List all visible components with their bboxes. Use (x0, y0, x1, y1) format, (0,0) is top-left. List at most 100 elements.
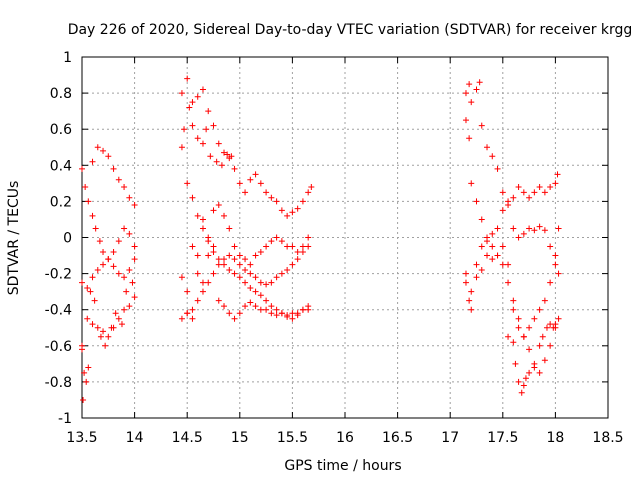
data-point (189, 122, 196, 129)
data-point (489, 256, 496, 263)
data-point (512, 360, 519, 367)
data-point (85, 364, 92, 371)
data-point (121, 274, 128, 281)
data-point (224, 151, 231, 158)
data-point (515, 183, 522, 190)
data-point (115, 315, 122, 322)
data-point (102, 342, 109, 349)
data-point (555, 225, 562, 232)
data-point (466, 81, 473, 88)
data-point (105, 153, 112, 160)
data-point (305, 243, 312, 250)
data-point (520, 333, 527, 340)
data-point (85, 198, 92, 205)
data-point (247, 261, 254, 268)
data-point (194, 135, 201, 142)
y-tick-label: -0.8 (45, 375, 72, 391)
data-point (89, 274, 96, 281)
data-point (96, 238, 103, 245)
data-point (131, 256, 138, 263)
y-axis-label: SDTVAR / TECUs (6, 181, 22, 296)
data-point (484, 144, 491, 151)
data-point (215, 261, 222, 268)
data-point (526, 194, 533, 201)
data-point (510, 194, 517, 201)
data-point (203, 126, 210, 133)
data-point (499, 207, 506, 214)
data-point (531, 189, 538, 196)
data-point (484, 252, 491, 259)
data-point (215, 297, 222, 304)
data-point (462, 90, 469, 97)
data-point (242, 303, 249, 310)
data-point (462, 117, 469, 124)
data-point (184, 288, 191, 295)
data-point (97, 333, 104, 340)
data-point (210, 243, 217, 250)
data-point (273, 234, 280, 241)
data-point (242, 189, 249, 196)
data-point (263, 189, 270, 196)
data-point (510, 306, 517, 313)
data-point (268, 194, 275, 201)
data-point (126, 266, 133, 273)
data-point (308, 183, 315, 190)
data-point (126, 230, 133, 237)
data-point (84, 315, 91, 322)
data-point (478, 122, 485, 129)
data-point (94, 144, 101, 151)
data-point (84, 285, 91, 292)
data-point (289, 310, 296, 317)
data-point (252, 288, 259, 295)
data-point (194, 93, 201, 100)
data-point (205, 108, 212, 115)
data-point (181, 126, 188, 133)
data-point (522, 375, 529, 382)
data-point (305, 234, 312, 241)
data-point (510, 297, 517, 304)
data-point (221, 261, 228, 268)
data-point (294, 312, 301, 319)
data-point (92, 225, 99, 232)
data-point (526, 324, 533, 331)
data-point (189, 99, 196, 106)
x-tick-label: 18.5 (592, 430, 623, 446)
data-point (468, 99, 475, 106)
data-point (273, 274, 280, 281)
data-point (547, 342, 554, 349)
data-point (489, 243, 496, 250)
data-point (273, 198, 280, 205)
data-point (257, 279, 264, 286)
data-point (131, 243, 138, 250)
x-axis-label: GPS time / hours (284, 458, 401, 474)
data-point (186, 104, 193, 111)
data-point (121, 225, 128, 232)
data-point (555, 315, 562, 322)
data-point (510, 339, 517, 346)
data-point (231, 165, 238, 172)
series-trace-7 (178, 104, 235, 169)
data-point (499, 243, 506, 250)
data-point (489, 153, 496, 160)
data-point (550, 324, 557, 331)
data-point (505, 261, 512, 268)
data-point (94, 266, 101, 273)
data-point (526, 346, 533, 353)
data-point (221, 256, 228, 263)
series-trace-2 (79, 165, 138, 281)
data-point (518, 389, 525, 396)
data-point (94, 324, 101, 331)
data-point (89, 321, 96, 328)
data-point (268, 238, 275, 245)
data-point (236, 261, 243, 268)
data-point (131, 294, 138, 301)
data-point (526, 225, 533, 232)
data-point (210, 122, 217, 129)
data-point (515, 324, 522, 331)
data-point (236, 180, 243, 187)
data-point (115, 270, 122, 277)
data-point (284, 243, 291, 250)
data-point (531, 227, 538, 234)
data-point (81, 369, 88, 376)
x-tick-label: 13.5 (66, 430, 97, 446)
